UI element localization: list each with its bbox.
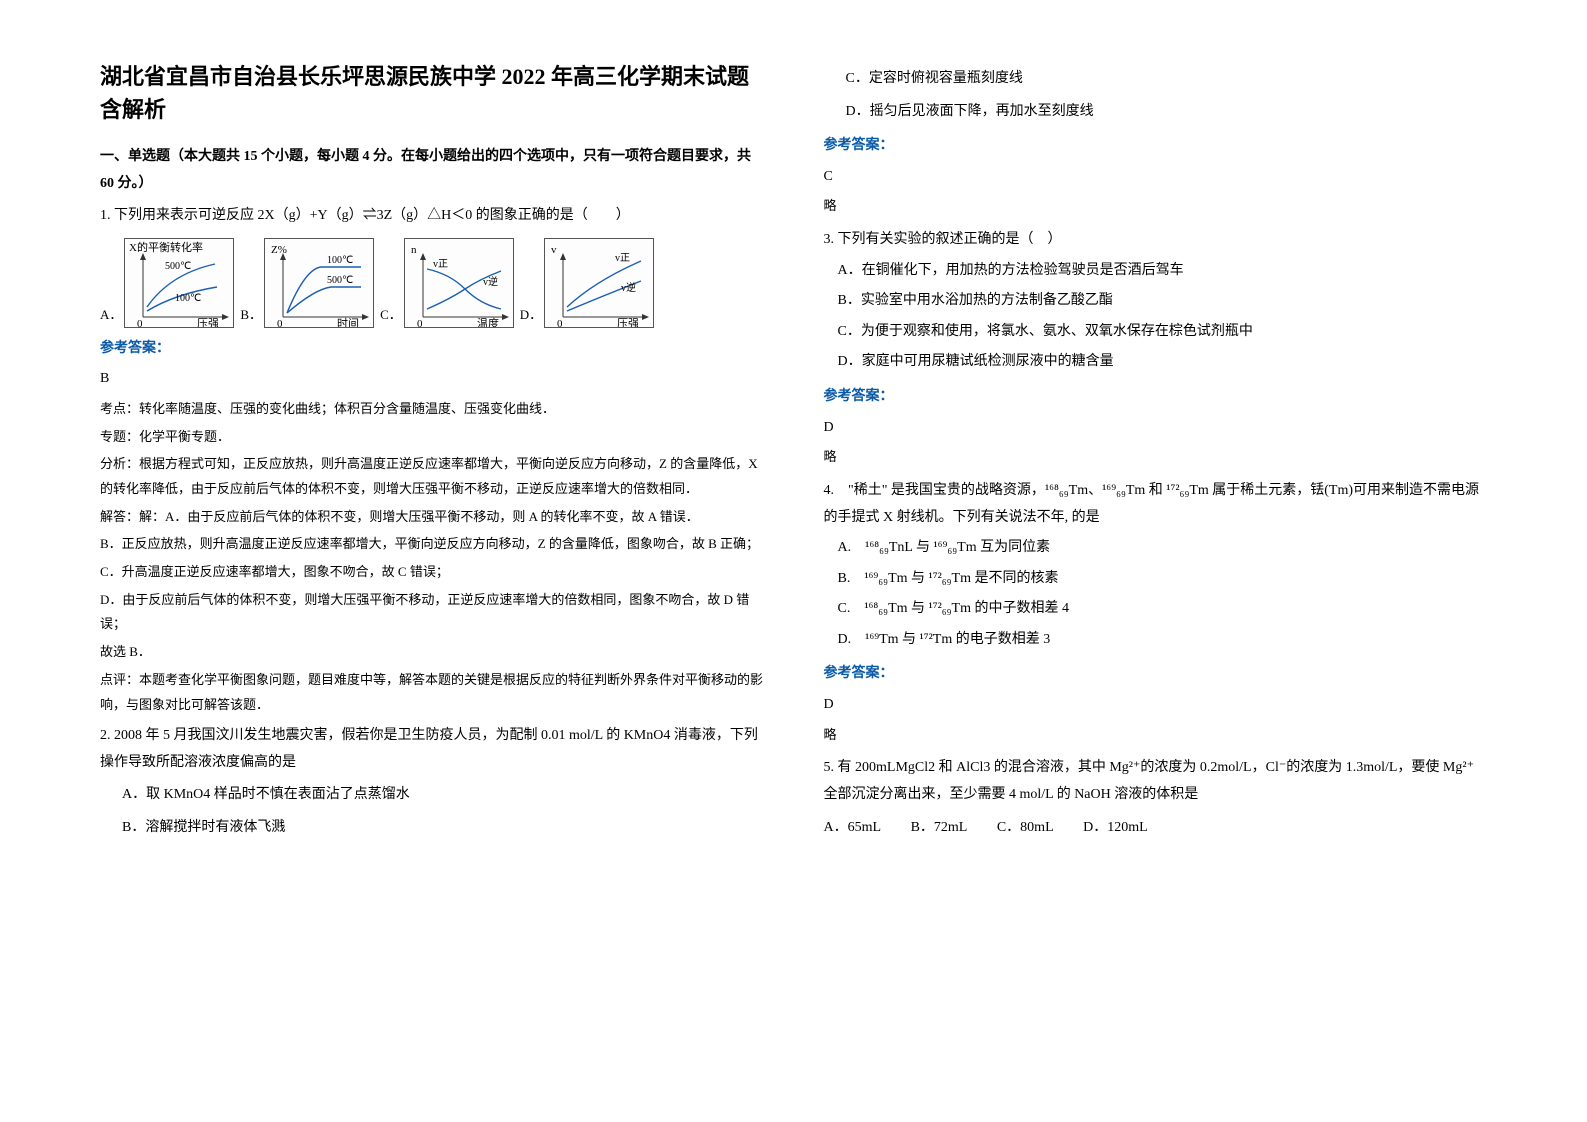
q2-optA: A．取 KMnO4 样品时不慎在表面沾了点蒸馏水 [122, 782, 764, 809]
q3-stem: 3. 下列有关实验的叙述正确的是（ ） [824, 227, 1488, 254]
svg-text:500℃: 500℃ [165, 261, 191, 272]
q1-chart-C-wrap: C． n 0 v正 v逆 温度 [380, 238, 514, 328]
q1-chart-D: v 0 v正 v逆 压强 [544, 238, 654, 328]
q1-chart-D-wrap: D． v 0 v正 v逆 压强 [520, 238, 654, 328]
q1-chart-B: Z% 0 100℃ 500℃ 时间 [264, 238, 374, 328]
page-root: 湖北省宜昌市自治县长乐坪思源民族中学 2022 年高三化学期末试题含解析 一、单… [100, 60, 1487, 848]
q2-answer-label: 参考答案： [824, 133, 1488, 160]
q1-chart-D-letter: D． [520, 303, 542, 328]
q3-answer: D [824, 415, 1488, 442]
q1-ex8: 点评：本题考查化学平衡图象问题，题目难度中等，解答本题的关键是根据反应的特征判断… [100, 668, 764, 717]
q5-optC: C．80mL [997, 815, 1054, 842]
svg-text:0: 0 [137, 318, 143, 328]
q2-optC: C．定容时俯视容量瓶刻度线 [846, 66, 1488, 93]
q1-chart-B-wrap: B． Z% 0 100℃ 500℃ 时间 [240, 238, 374, 328]
q2-brief: 略 [824, 194, 1488, 219]
q4-mid1: 、 [1088, 483, 1102, 498]
q1-chart-C: n 0 v正 v逆 温度 [404, 238, 514, 328]
q4-optC: C. ¹⁶⁸₆₉Tm 与 ¹⁷²₆₉Tm 的中子数相差 4 [838, 596, 1488, 623]
doc-title: 湖北省宜昌市自治县长乐坪思源民族中学 2022 年高三化学期末试题含解析 [100, 60, 764, 126]
q4-answer: D [824, 692, 1488, 719]
q1-chart-B-letter: B． [240, 303, 262, 328]
q4-iso3: ¹⁷²₆₉Tm [1166, 483, 1208, 498]
q1-chart-A-letter: A． [100, 303, 122, 328]
q1-ex3: 解答：解：A．由于反应前后气体的体积不变，则增大压强平衡不移动，则 A 的转化率… [100, 505, 764, 530]
q3-optB: B．实验室中用水浴加热的方法制备乙酸乙酯 [838, 288, 1488, 315]
svg-text:压强: 压强 [197, 317, 219, 328]
q1-ex1: 专题：化学平衡专题． [100, 425, 764, 450]
q5-optD: D．120mL [1083, 815, 1148, 842]
q2-optB: B．溶解搅拌时有液体飞溅 [122, 815, 764, 842]
svg-text:v正: v正 [433, 259, 448, 270]
q4-brief: 略 [824, 723, 1488, 748]
section1-head: 一、单选题（本大题共 15 个小题，每小题 4 分。在每小题给出的四个选项中，只… [100, 144, 764, 197]
q5-opts: A．65mL B．72mL C．80mL D．120mL [824, 815, 1488, 842]
q3-answer-label: 参考答案： [824, 384, 1488, 411]
q1-answer: B [100, 366, 764, 393]
q5-optA: A．65mL [824, 815, 882, 842]
right-column: C．定容时俯视容量瓶刻度线 D．摇匀后见液面下降，再加水至刻度线 参考答案： C… [824, 60, 1488, 848]
q4-iso2: ¹⁶⁹₆₉Tm [1102, 483, 1145, 498]
q1-ex2: 分析：根据方程式可知，正反应放热，则升高温度正逆反应速率都增大，平衡向逆反应方向… [100, 452, 764, 501]
q1-ex7: 故选 B． [100, 640, 764, 665]
svg-text:压强: 压强 [617, 317, 639, 328]
q1-chart-A-wrap: A． X的平衡转化率 0 500℃ 100℃ 压强 [100, 238, 234, 328]
q4-stem-pre: 4. "稀土" 是我国宝贵的战略资源， [824, 483, 1045, 498]
q4-optA: A. ¹⁶⁸₆₉TnL 与 ¹⁶⁹₆₉Tm 互为同位素 [838, 535, 1488, 562]
q1-ex5: C．升高温度正逆反应速率都增大，图象不吻合，故 C 错误； [100, 560, 764, 585]
q1-ex4: B．正反应放热，则升高温度正逆反应速率都增大，平衡向逆反应方向移动，Z 的含量降… [100, 532, 764, 557]
q1-ex6: D．由于反应前后气体的体积不变，则增大压强平衡不移动，正逆反应速率增大的倍数相同… [100, 588, 764, 637]
q2-optD: D．摇匀后见液面下降，再加水至刻度线 [846, 99, 1488, 126]
svg-text:Z%: Z% [271, 244, 287, 256]
svg-text:0: 0 [277, 318, 283, 328]
svg-text:100℃: 100℃ [327, 255, 353, 266]
q4-optB: B. ¹⁶⁹₆₉Tm 与 ¹⁷²₆₉Tm 是不同的核素 [838, 566, 1488, 593]
q4-stem: 4. "稀土" 是我国宝贵的战略资源，¹⁶⁸₆₉Tm、¹⁶⁹₆₉Tm 和 ¹⁷²… [824, 478, 1488, 531]
q3-optC: C．为便于观察和使用，将氯水、氨水、双氧水保存在棕色试剂瓶中 [838, 319, 1488, 346]
svg-text:时间: 时间 [337, 317, 359, 328]
svg-text:0: 0 [557, 318, 563, 328]
q4-iso1: ¹⁶⁸₆₉Tm [1045, 483, 1088, 498]
q3-optA: A．在铜催化下，用加热的方法检验驾驶员是否酒后驾车 [838, 258, 1488, 285]
left-column: 湖北省宜昌市自治县长乐坪思源民族中学 2022 年高三化学期末试题含解析 一、单… [100, 60, 764, 848]
q1-answer-label: 参考答案： [100, 336, 764, 363]
q1-stem: 1. 下列用来表示可逆反应 2X（g）+Y（g）⇌3Z（g）△H＜0 的图象正确… [100, 203, 764, 230]
svg-text:v正: v正 [615, 253, 630, 264]
q5-stem: 5. 有 200mLMgCl2 和 AlCl3 的混合溶液，其中 Mg²⁺的浓度… [824, 755, 1488, 808]
svg-text:n: n [411, 244, 417, 256]
q1-ex0: 考点：转化率随温度、压强的变化曲线；体积百分含量随温度、压强变化曲线． [100, 397, 764, 422]
svg-text:0: 0 [417, 318, 423, 328]
q4-answer-label: 参考答案： [824, 661, 1488, 688]
svg-text:v逆: v逆 [483, 275, 498, 288]
q4-and: 和 [1145, 483, 1166, 498]
svg-text:100℃: 100℃ [175, 293, 201, 304]
q3-brief: 略 [824, 445, 1488, 470]
q1A-ylabel: X的平衡转化率 [129, 240, 203, 254]
q1-chart-A: X的平衡转化率 0 500℃ 100℃ 压强 [124, 238, 234, 328]
svg-text:v逆: v逆 [621, 281, 636, 294]
q4-optD: D. ¹⁶⁹Tm 与 ¹⁷²Tm 的电子数相差 3 [838, 627, 1488, 654]
svg-text:500℃: 500℃ [327, 275, 353, 286]
q1-charts: A． X的平衡转化率 0 500℃ 100℃ 压强 B． [100, 238, 764, 328]
q2-answer: C [824, 164, 1488, 191]
q1-chart-C-letter: C． [380, 303, 402, 328]
q2-stem: 2. 2008 年 5 月我国汶川发生地震灾害，假若你是卫生防疫人员，为配制 0… [100, 723, 764, 776]
q3-optD: D．家庭中可用尿糖试纸检测尿液中的糖含量 [838, 349, 1488, 376]
svg-text:v: v [551, 244, 557, 256]
svg-text:温度: 温度 [477, 316, 499, 328]
q5-optB: B．72mL [911, 815, 968, 842]
